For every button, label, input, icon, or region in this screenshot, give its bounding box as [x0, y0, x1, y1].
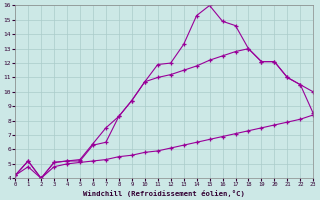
X-axis label: Windchill (Refroidissement éolien,°C): Windchill (Refroidissement éolien,°C) [83, 190, 245, 197]
